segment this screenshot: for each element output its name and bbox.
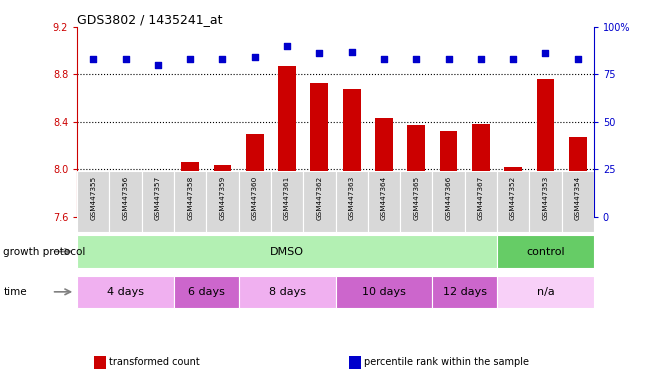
Point <box>152 62 163 68</box>
Point <box>250 54 260 60</box>
Bar <box>303 171 336 232</box>
Text: GSM447358: GSM447358 <box>187 176 193 220</box>
Text: 12 days: 12 days <box>443 287 486 297</box>
Text: GSM447356: GSM447356 <box>123 176 129 220</box>
Bar <box>117 172 134 217</box>
Bar <box>239 171 271 232</box>
Text: GSM447357: GSM447357 <box>155 176 161 220</box>
Text: GSM447352: GSM447352 <box>510 176 516 220</box>
Bar <box>239 276 336 308</box>
Bar <box>142 171 174 232</box>
Bar <box>213 165 231 217</box>
Point <box>443 56 454 62</box>
Bar <box>472 124 490 217</box>
Bar <box>271 171 303 232</box>
Bar <box>174 276 239 308</box>
Bar <box>85 179 102 217</box>
Bar <box>400 171 432 232</box>
Bar <box>432 276 497 308</box>
Point <box>282 43 293 49</box>
Text: DMSO: DMSO <box>270 247 304 257</box>
Bar <box>407 126 425 217</box>
Bar <box>368 171 400 232</box>
Point <box>476 56 486 62</box>
Text: GSM447363: GSM447363 <box>349 176 355 220</box>
Text: control: control <box>526 247 565 257</box>
Bar <box>562 171 594 232</box>
Bar <box>174 171 207 232</box>
Point <box>314 50 325 56</box>
Bar <box>465 171 497 232</box>
Bar <box>77 235 497 268</box>
Text: percentile rank within the sample: percentile rank within the sample <box>364 357 529 367</box>
Bar <box>77 171 109 232</box>
Text: GSM447359: GSM447359 <box>219 176 225 220</box>
Bar <box>278 66 296 217</box>
Point <box>120 56 131 62</box>
Bar <box>537 79 554 217</box>
Point <box>185 56 195 62</box>
Text: GSM447354: GSM447354 <box>574 176 580 220</box>
Text: GSM447362: GSM447362 <box>316 176 322 220</box>
Bar <box>343 89 360 217</box>
Bar <box>149 211 167 217</box>
Point <box>88 56 99 62</box>
Text: GSM447366: GSM447366 <box>446 176 452 220</box>
Bar <box>569 137 586 217</box>
Bar <box>77 276 174 308</box>
Bar <box>497 171 529 232</box>
Text: 6 days: 6 days <box>188 287 225 297</box>
Point <box>346 48 357 55</box>
Text: time: time <box>3 287 27 297</box>
Point <box>540 50 551 56</box>
Bar <box>375 118 393 217</box>
Bar <box>497 276 594 308</box>
Bar <box>504 167 522 217</box>
Bar <box>207 171 239 232</box>
Text: 8 days: 8 days <box>268 287 305 297</box>
Point <box>378 56 389 62</box>
Bar <box>529 171 562 232</box>
Bar <box>181 162 199 217</box>
Point <box>217 56 228 62</box>
Text: transformed count: transformed count <box>109 357 199 367</box>
Bar <box>432 171 465 232</box>
Bar <box>336 171 368 232</box>
Text: GSM447360: GSM447360 <box>252 176 258 220</box>
Bar <box>109 171 142 232</box>
Bar <box>440 131 458 217</box>
Text: growth protocol: growth protocol <box>3 247 86 257</box>
Point <box>508 56 519 62</box>
Text: GDS3802 / 1435241_at: GDS3802 / 1435241_at <box>77 13 223 26</box>
Text: 4 days: 4 days <box>107 287 144 297</box>
Bar <box>336 276 432 308</box>
Text: GSM447367: GSM447367 <box>478 176 484 220</box>
Text: n/a: n/a <box>537 287 554 297</box>
Bar <box>497 235 594 268</box>
Text: GSM447353: GSM447353 <box>542 176 548 220</box>
Point <box>572 56 583 62</box>
Text: GSM447355: GSM447355 <box>91 176 97 220</box>
Bar <box>311 83 328 217</box>
Point <box>411 56 421 62</box>
Text: GSM447365: GSM447365 <box>413 176 419 220</box>
Text: GSM447364: GSM447364 <box>381 176 387 220</box>
Text: 10 days: 10 days <box>362 287 406 297</box>
Bar <box>246 134 264 217</box>
Text: GSM447361: GSM447361 <box>284 176 290 220</box>
